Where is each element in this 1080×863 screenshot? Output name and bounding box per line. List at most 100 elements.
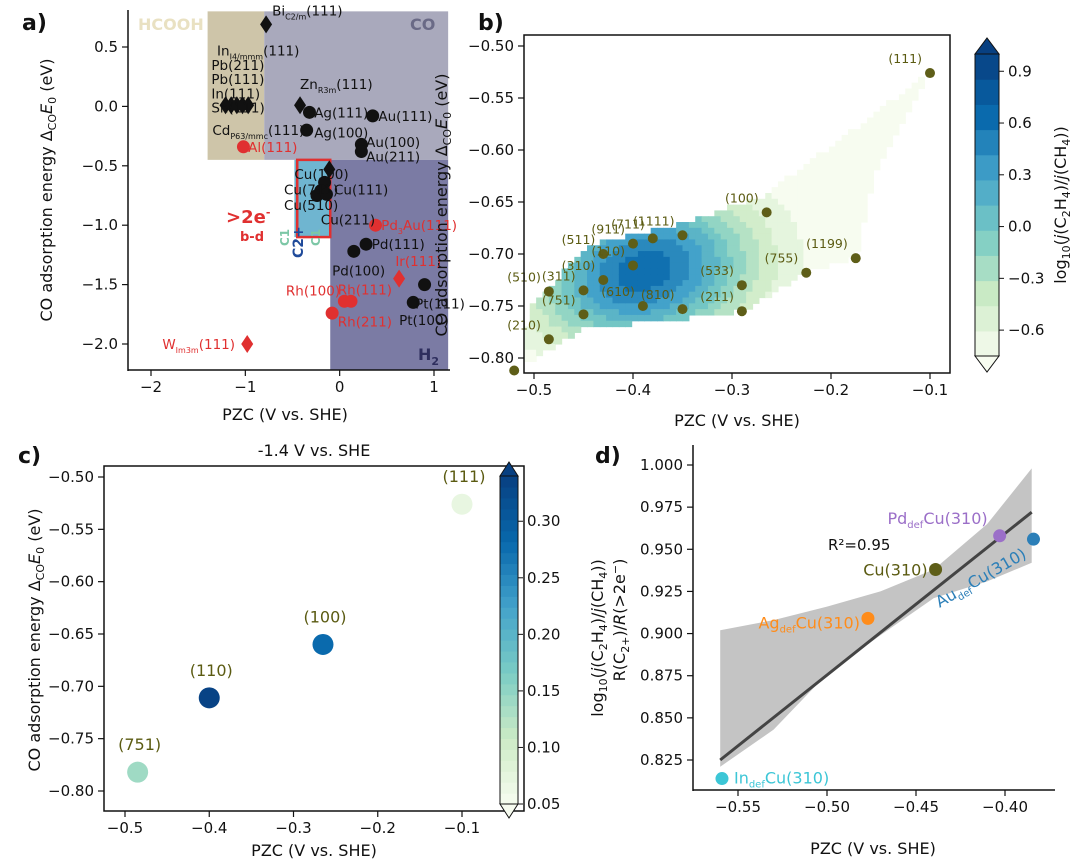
contour-cell (746, 256, 754, 264)
contour-cell (752, 274, 760, 281)
contour-cell (828, 158, 836, 165)
contour-cell (625, 320, 633, 328)
contour-cell (752, 297, 760, 304)
contour-cell (816, 158, 824, 165)
contour-cell (644, 309, 652, 316)
contour-cell (688, 274, 696, 281)
contour-cell (917, 76, 925, 84)
contour-cell (542, 314, 550, 322)
contour-cell (771, 256, 779, 264)
confidence-band (720, 468, 1032, 767)
contour-cell (733, 285, 741, 293)
contour-cell (809, 210, 817, 217)
point-label: (100) (303, 607, 346, 626)
contour-cell (688, 291, 696, 299)
contour-cell (809, 227, 817, 235)
contour-cell (892, 117, 900, 124)
contour-cell (784, 239, 792, 246)
contour-cell (847, 181, 855, 188)
contour-cell (593, 291, 601, 299)
contour-fill (517, 76, 925, 362)
contour-cell (676, 274, 684, 281)
point-label: (511) (562, 232, 596, 247)
contour-cell (612, 314, 620, 322)
contour-cell (790, 274, 798, 281)
contour-cell (828, 146, 836, 153)
contour-cell (771, 192, 779, 200)
contour-cell (739, 210, 747, 217)
contour-cell (777, 262, 785, 270)
contour-cell (714, 291, 722, 299)
contour-cell (746, 216, 754, 223)
contour-cell (777, 192, 785, 200)
panel-d-ylabel: R(C2+)/R(>2e−) (609, 559, 632, 682)
point-circle (929, 563, 943, 577)
contour-cell (618, 297, 626, 304)
contour-cell (886, 105, 894, 113)
contour-cell (886, 123, 894, 130)
contour-cell (606, 309, 614, 316)
contour-cell (746, 291, 754, 299)
point-circle (761, 207, 772, 218)
contour-cell (625, 256, 633, 264)
contour-cell (803, 233, 811, 241)
contour-cell (599, 262, 607, 270)
contour-cell (752, 204, 760, 212)
contour-cell (790, 245, 798, 252)
panel-c-xlabel: PZC (V vs. SHE) (251, 841, 377, 860)
contour-cell (701, 245, 709, 252)
contour-cell (580, 320, 588, 328)
contour-cell (618, 274, 626, 281)
contour-cell (548, 297, 556, 304)
contour-cell (618, 291, 626, 299)
contour-cell (567, 274, 575, 281)
contour-cell (809, 256, 817, 264)
contour-cell (847, 204, 855, 212)
contour-cell (733, 280, 741, 287)
point-label-main: Bi (272, 3, 285, 19)
point-label: Ir(111) (395, 254, 441, 270)
point-label: (755) (765, 251, 799, 266)
panel-c-ytick-label: −0.80 (48, 782, 94, 800)
contour-cell (682, 256, 690, 264)
contour-cell (637, 274, 645, 281)
contour-cell (879, 105, 887, 113)
contour-cell (797, 210, 805, 217)
contour-cell (657, 274, 665, 281)
colorbar-segment (500, 793, 518, 805)
contour-cell (593, 297, 601, 304)
colorbar-segment (500, 760, 518, 772)
contour-cell (695, 303, 703, 310)
contour-cell (841, 251, 849, 258)
contour-cell (644, 274, 652, 281)
contour-cell (517, 356, 524, 362)
contour-cell (695, 233, 703, 241)
colorbar-segment (500, 563, 518, 575)
contour-cell (727, 245, 735, 252)
contour-cell (752, 251, 760, 258)
contour-cell (637, 309, 645, 316)
contour-cell (739, 216, 747, 223)
colorbar-segment (975, 205, 999, 231)
contour-cell (701, 303, 709, 310)
contour-cell (841, 245, 849, 252)
point-label: In(111) (211, 86, 260, 102)
contour-cell (911, 82, 919, 90)
contour-cell (663, 303, 671, 310)
contour-cell (688, 222, 696, 229)
panel-c-xtick-label: −0.2 (360, 819, 396, 837)
contour-cell (701, 256, 709, 264)
contour-cell (835, 152, 843, 159)
contour-cell (669, 314, 677, 322)
point-label: (211) (700, 289, 734, 304)
panel-a-ytick-label: −1.0 (82, 216, 118, 234)
contour-cell (637, 268, 645, 275)
gt2e-label: >2e- (226, 206, 270, 228)
contour-cell (631, 285, 639, 293)
contour-cell (714, 297, 722, 304)
contour-cell (835, 175, 843, 182)
contour-cell (618, 268, 626, 275)
contour-cell (669, 251, 677, 258)
contour-cell (739, 251, 747, 258)
contour-cell (879, 152, 887, 159)
